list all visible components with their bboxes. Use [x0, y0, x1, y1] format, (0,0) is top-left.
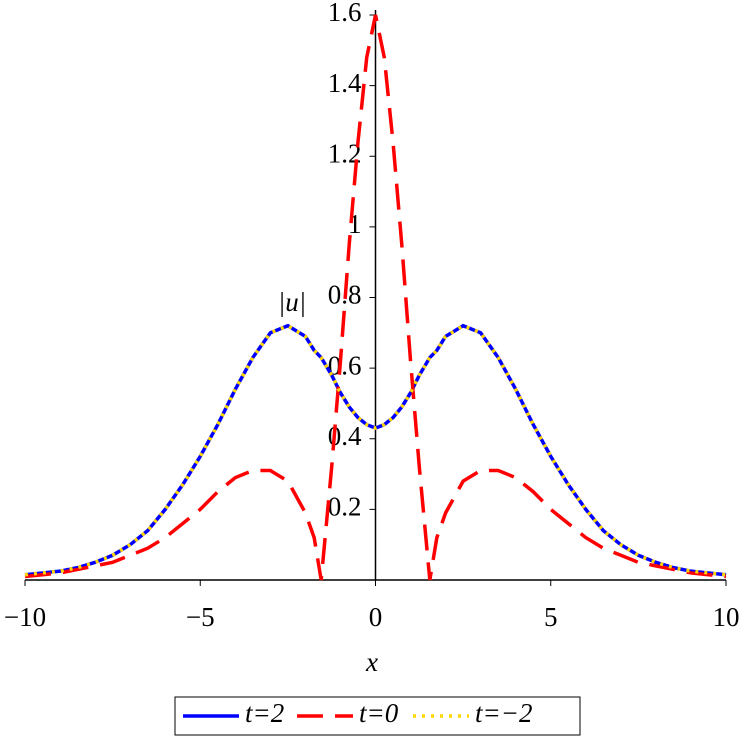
x-tick-label: 5	[544, 602, 558, 632]
y-tick-label: 1.6	[328, 0, 362, 27]
x-axis-label: x	[365, 647, 378, 677]
y-tick-label: 1.4	[328, 68, 362, 98]
legend-box	[174, 696, 581, 736]
x-tick-label: −10	[4, 602, 46, 632]
y-axis-label: |u|	[278, 287, 306, 317]
legend-label: t=0	[359, 698, 399, 728]
x-tick-label: −5	[186, 602, 215, 632]
legend-label: t=2	[245, 698, 284, 728]
series-line	[24, 14, 727, 581]
y-tick-label: 1	[348, 209, 362, 239]
series-line	[24, 323, 727, 577]
x-tick-label: 0	[369, 602, 383, 632]
x-tick-label: 10	[713, 602, 740, 632]
y-tick-label: 0.2	[328, 492, 362, 522]
legend-label: t=−2	[475, 698, 532, 728]
